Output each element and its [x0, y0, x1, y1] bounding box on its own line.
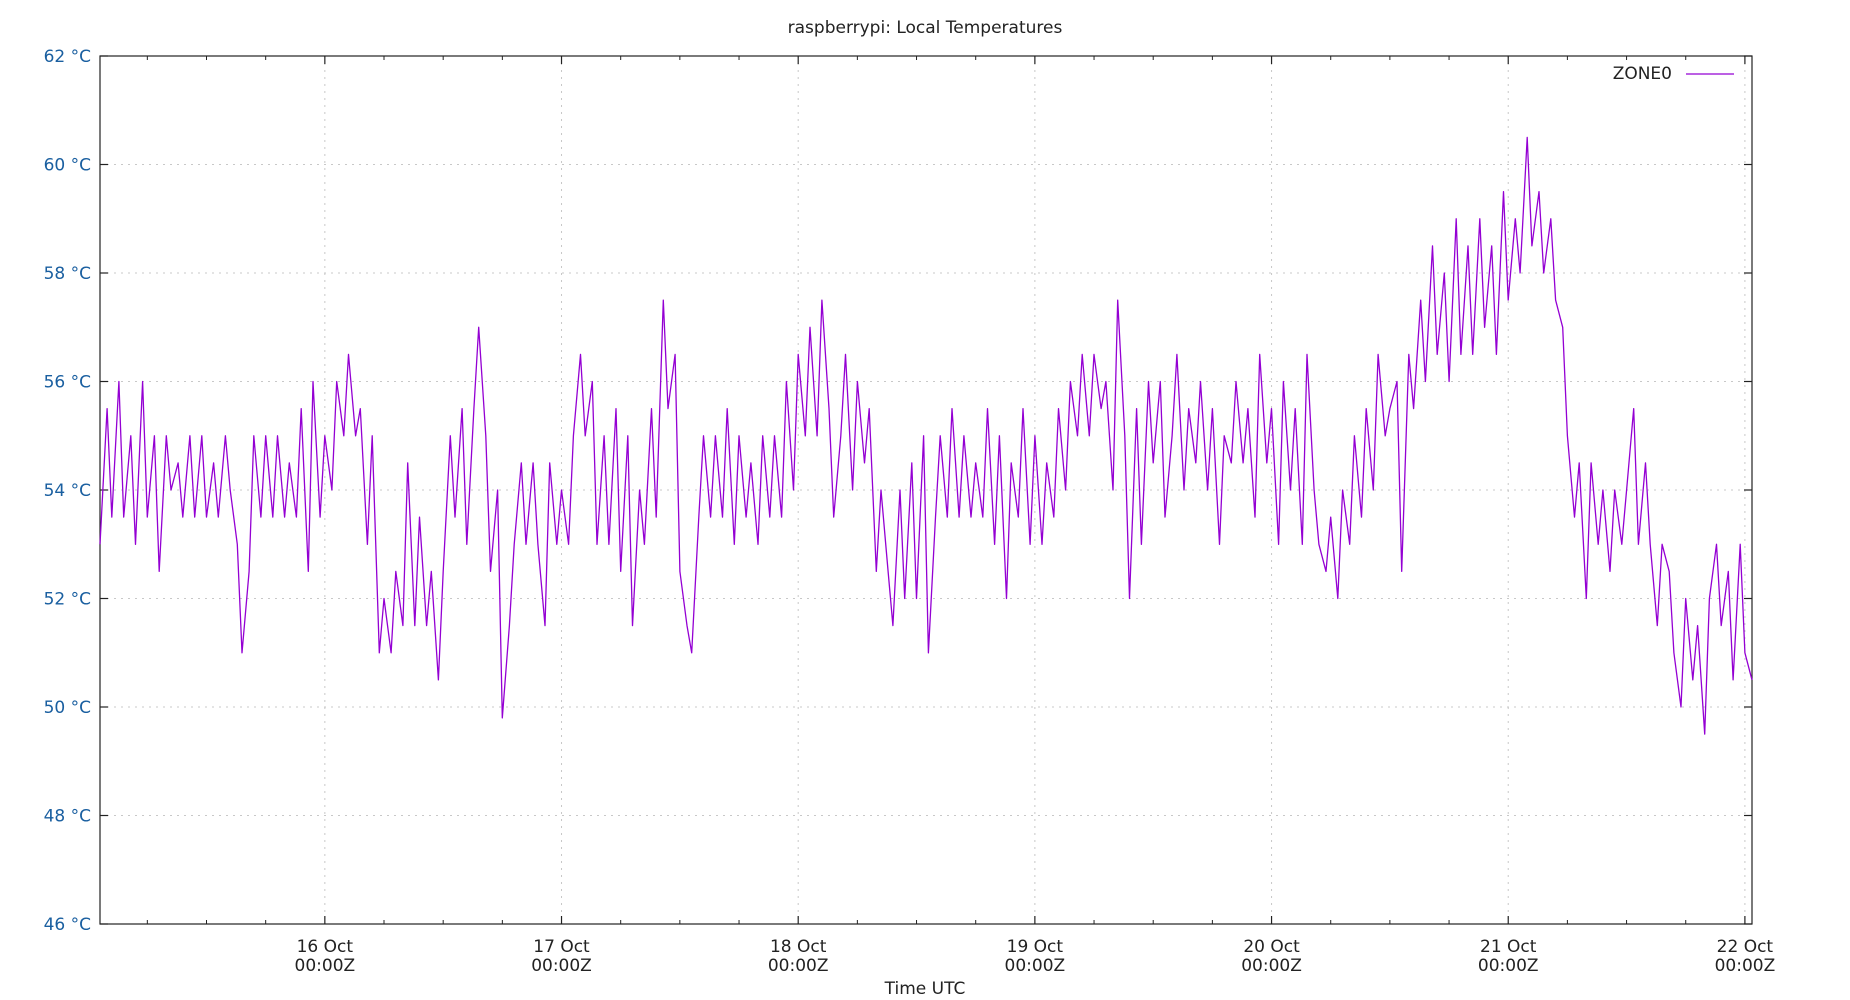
x-tick-label-date: 20 Oct: [1243, 937, 1300, 957]
x-tick-label-time: 00:00Z: [531, 956, 592, 976]
minor-ticks: [146, 56, 1687, 924]
x-tick-label-date: 22 Oct: [1717, 937, 1774, 957]
y-tick-label: 62 °C: [44, 47, 91, 67]
x-tick-label-time: 00:00Z: [1241, 956, 1302, 976]
grid-lines: [100, 56, 1752, 924]
legend: ZONE0: [1613, 64, 1734, 84]
y-tick-label: 54 °C: [44, 481, 91, 501]
y-tick-label: 60 °C: [44, 156, 91, 176]
x-tick-label-date: 17 Oct: [533, 937, 590, 957]
x-tick-label-time: 00:00Z: [1715, 956, 1776, 976]
y-tick-label: 52 °C: [44, 590, 91, 610]
x-axis-label: Time UTC: [884, 979, 966, 999]
legend-label-zone0: ZONE0: [1613, 64, 1672, 84]
y-tick-label: 58 °C: [44, 264, 91, 284]
x-tick-label-date: 18 Oct: [770, 937, 827, 957]
series-line-zone0: [99, 136, 1753, 735]
x-tick-label-time: 00:00Z: [768, 956, 829, 976]
y-tick-label: 48 °C: [44, 807, 91, 827]
y-tick-label: 56 °C: [44, 373, 91, 393]
y-tick-label: 46 °C: [44, 915, 91, 935]
x-tick-label-date: 21 Oct: [1480, 937, 1537, 957]
x-tick-label-date: 16 Oct: [297, 937, 354, 957]
x-tick-label-time: 00:00Z: [1005, 956, 1066, 976]
x-tick-label-date: 19 Oct: [1007, 937, 1064, 957]
x-tick-label-time: 00:00Z: [1478, 956, 1539, 976]
chart-title: raspberrypi: Local Temperatures: [788, 18, 1063, 38]
x-tick-label-time: 00:00Z: [295, 956, 356, 976]
y-tick-label: 50 °C: [44, 698, 91, 718]
y-axis: 62 °C 60 °C 58 °C 56 °C 54 °C 52 °C 50 °C 48 °C…: [44, 47, 1752, 935]
